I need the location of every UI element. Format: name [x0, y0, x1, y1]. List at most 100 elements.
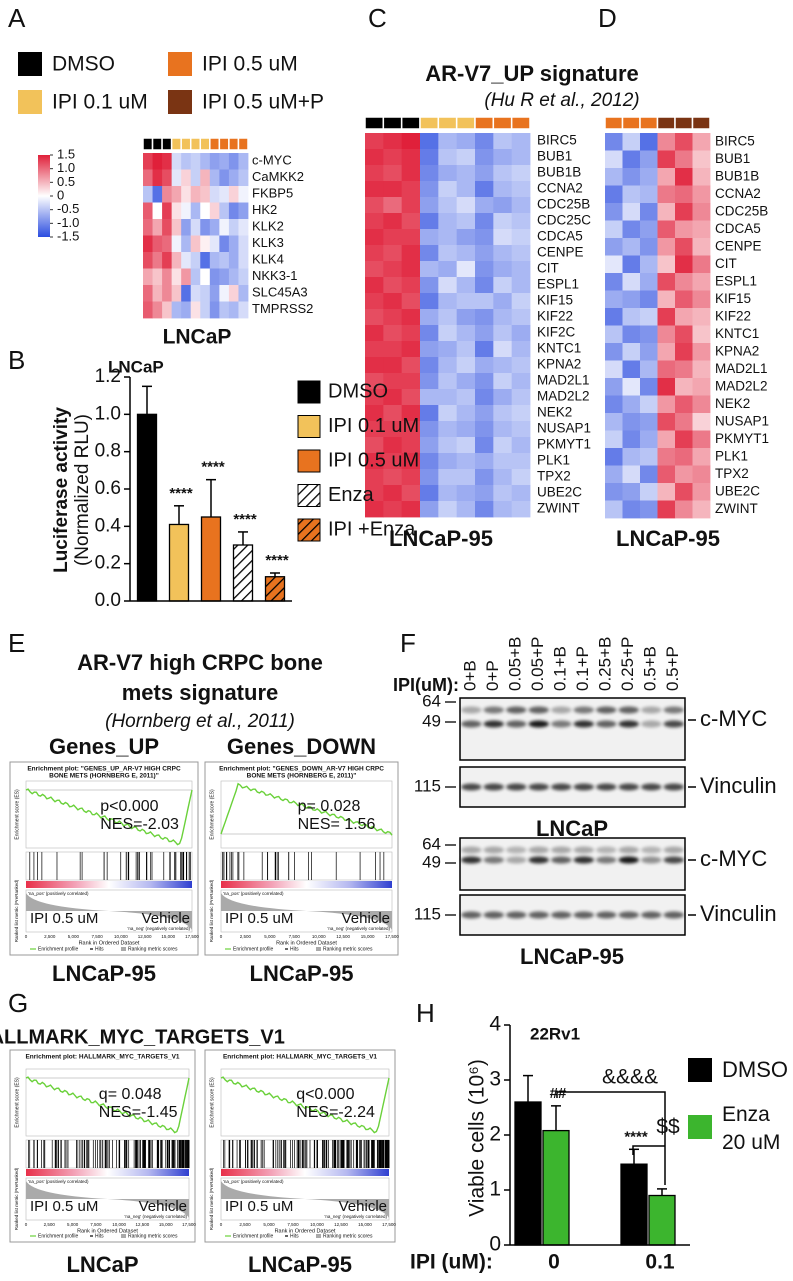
rank-tick-label: 0	[25, 1222, 28, 1227]
gsea-stat: p= 0.028	[298, 798, 361, 815]
heatmap-cell	[622, 255, 641, 274]
gene-label: PKMYT1	[537, 437, 591, 452]
metric-area	[221, 1181, 389, 1218]
legend-line	[316, 947, 321, 951]
heatmap-cell	[365, 389, 384, 406]
caption: LNCaP-95	[250, 961, 354, 986]
heatmap-cell	[401, 149, 421, 166]
heatmap-cell	[383, 469, 403, 486]
heatmap-cell	[365, 133, 384, 150]
error-bar	[142, 385, 152, 415]
heatmap-cell	[622, 290, 641, 309]
es-frame	[25, 780, 193, 849]
heatmap-cell	[365, 469, 384, 486]
band	[641, 783, 662, 791]
rank-tick-label: 2,500	[240, 934, 252, 939]
heatmap-cell	[622, 203, 641, 221]
heatmap-cell	[228, 153, 239, 170]
legend-label: IPI 0.5 uM+P	[202, 91, 324, 114]
heatmap-cell	[622, 273, 641, 291]
heatmap-cell	[456, 149, 476, 166]
heatmap-cell	[420, 421, 439, 438]
gsea-legend: Ranking metric scores	[128, 1233, 178, 1239]
heatmap-cell	[401, 181, 421, 198]
heatmap-cell	[365, 165, 384, 182]
gsea-plot-title: Enrichment plot: HALLMARK_MYC_TARGETS_V1	[223, 1054, 377, 1061]
heatmap-cell	[657, 203, 676, 221]
heatmap-cell	[511, 309, 531, 326]
gene-label: NEK2	[537, 405, 572, 420]
heatmap-cell	[511, 245, 531, 262]
plot-heading: Genes_DOWN	[227, 734, 376, 759]
heatmap-cell	[493, 261, 513, 278]
heatmap-cell	[675, 395, 693, 414]
heatmap-cell	[475, 501, 494, 518]
gsea-stat: NES=-1.45	[99, 1104, 178, 1121]
gene-label: UBE2C	[537, 485, 582, 500]
y-tick-label: 0.2	[95, 553, 121, 574]
heatmap-cell	[456, 453, 476, 470]
significance: ****	[169, 485, 193, 502]
heatmap-cell	[605, 220, 623, 239]
heatmap-cell	[511, 149, 531, 166]
heatmap-cell	[605, 308, 623, 326]
heatmap-cell	[475, 469, 494, 486]
heatmap-cell	[475, 181, 494, 198]
gsea-legend: Enrichment profile	[38, 946, 79, 952]
heatmap-cell	[605, 500, 623, 519]
heatmap-cell	[622, 448, 641, 466]
band	[596, 706, 617, 714]
legend-swatch	[297, 518, 321, 542]
band	[663, 783, 684, 791]
error-bar	[206, 478, 216, 517]
heatmap-cell	[190, 186, 201, 203]
column-group	[180, 137, 192, 151]
rank-tick-label: 12,500	[138, 934, 152, 939]
heatmap-cell	[219, 285, 230, 302]
heatmap-cell	[657, 273, 676, 291]
heatmap-cell	[692, 308, 711, 326]
column-group	[170, 137, 182, 151]
heatmap-cell	[401, 325, 421, 342]
gsea-stat: q<0.000	[296, 1086, 354, 1103]
legend-label: DMSO	[722, 1057, 788, 1082]
rank-tick-label: 0	[25, 934, 28, 939]
gene-label: ZWINT	[715, 501, 758, 516]
heatmap-cell	[228, 252, 239, 269]
heatmap-cell	[692, 238, 711, 256]
blot-target: c-MYC	[700, 706, 767, 731]
band	[461, 783, 482, 791]
heatmap-cell	[605, 133, 623, 151]
rank-tick-label: 15,000	[159, 1222, 173, 1227]
heatmap-cell	[383, 341, 403, 358]
heatmap-cell	[365, 277, 384, 294]
heatmap-cell	[420, 213, 439, 230]
heatmap-cell	[162, 235, 173, 253]
heatmap-cell	[692, 360, 711, 379]
significance: ****	[624, 1128, 648, 1145]
heatmap-cell	[456, 501, 476, 518]
panel-subtitle: (Hu R et al., 2012)	[484, 90, 639, 111]
heatmap-cell	[152, 169, 163, 187]
heatmap-cell	[162, 202, 173, 220]
heatmap-cell	[383, 245, 403, 262]
band	[663, 911, 684, 919]
es-curve	[220, 1076, 390, 1134]
heatmap-cell	[657, 378, 676, 396]
gsea-legend: Hits	[95, 946, 104, 952]
lane-label: 0.25+B	[596, 637, 615, 691]
gsea-group: Vehicle	[342, 910, 390, 927]
axis-label: Ranked list metric (PreRanked)	[209, 1167, 214, 1230]
heatmap-cell	[605, 168, 623, 186]
legend-swatch	[297, 449, 321, 473]
heatmap-cell	[401, 357, 421, 374]
heatmap-cell	[365, 181, 384, 198]
heatmap-cell	[401, 341, 421, 358]
heatmap-cell	[365, 373, 384, 390]
heatmap-cell	[511, 341, 531, 358]
heatmap-cell	[365, 357, 384, 374]
heatmap-cell	[605, 378, 623, 396]
heatmap-cell	[657, 168, 676, 186]
gene-label: KNTC1	[715, 326, 759, 341]
heatmap-cell	[456, 133, 476, 150]
